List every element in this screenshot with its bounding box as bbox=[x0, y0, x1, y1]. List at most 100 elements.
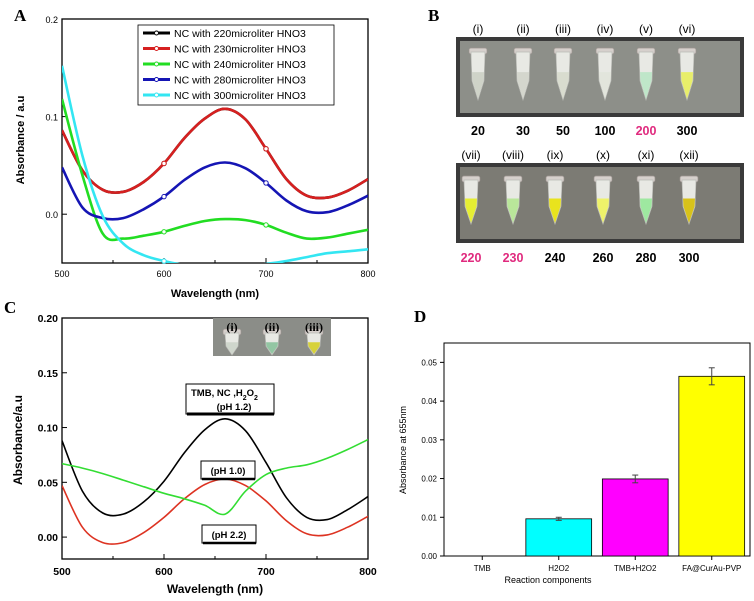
plot-d-xlabel: Reaction components bbox=[504, 575, 592, 585]
series-line-black bbox=[62, 417, 368, 522]
tube-c-numeral: (i) bbox=[226, 320, 237, 334]
ytick-label: 0.03 bbox=[421, 436, 437, 445]
plot-c-ticks: 500 600 700 800 0.00 0.05 0.10 0.15 0.20 bbox=[38, 313, 377, 578]
tube-c bbox=[262, 328, 282, 356]
xtick-label: FA@CurAu-PVP bbox=[682, 564, 741, 573]
tube-b-row1 bbox=[636, 47, 656, 102]
plot-a-ticks: 500 600 700 800 0.0 0.1 0.2 bbox=[45, 15, 375, 279]
ytick-label: 0.20 bbox=[38, 313, 59, 325]
plot-a-legend: NC with 220microliter HNO3 NC with 230mic… bbox=[137, 24, 335, 106]
ytick-label: 0.0 bbox=[45, 210, 58, 220]
legend-label: NC with 280microliter HNO3 bbox=[174, 75, 306, 87]
xtick-label: 600 bbox=[156, 269, 171, 279]
xtick-label: 800 bbox=[359, 566, 377, 578]
tube-value: 30 bbox=[516, 124, 530, 138]
tube-b-row1 bbox=[595, 47, 615, 102]
tube-numeral: (viii) bbox=[502, 148, 524, 162]
ytick-label: 0.02 bbox=[421, 475, 437, 484]
tube-b-row1 bbox=[553, 47, 573, 102]
xtick-label: 800 bbox=[360, 269, 375, 279]
tube-value: 240 bbox=[545, 251, 566, 265]
legend-label: NC with 240microliter HNO3 bbox=[174, 59, 306, 71]
annotation-ph12: (pH 1.2) bbox=[217, 402, 252, 413]
annotation-ph10: (pH 1.0) bbox=[211, 466, 246, 477]
series-line-red bbox=[62, 107, 368, 200]
tube-value: 230 bbox=[503, 251, 524, 265]
ytick-label: 0.10 bbox=[38, 423, 59, 435]
tube-c-numeral: (iii) bbox=[305, 320, 323, 334]
tube-numeral: (iii) bbox=[555, 22, 571, 36]
xtick-label: 700 bbox=[258, 269, 273, 279]
ytick-label: 0.00 bbox=[421, 552, 437, 561]
xtick-label: TMB bbox=[474, 564, 491, 573]
tube-numeral: (i) bbox=[473, 22, 484, 36]
ytick-label: 0.05 bbox=[421, 358, 437, 367]
tube-b-row1 bbox=[677, 47, 697, 102]
legend-label: NC with 230microliter HNO3 bbox=[174, 44, 306, 56]
legend-box bbox=[137, 24, 335, 106]
tube-value: 20 bbox=[471, 124, 485, 138]
ytick-label: 0.2 bbox=[45, 15, 58, 25]
tube-value: 220 bbox=[461, 251, 482, 265]
series-line-cyan bbox=[62, 65, 368, 263]
legend-marker bbox=[154, 61, 159, 67]
tube-value: 200 bbox=[636, 124, 657, 138]
plot-a-xlabel: Wavelength (nm) bbox=[171, 288, 260, 300]
panel-a-label: A bbox=[14, 6, 27, 25]
legend-marker bbox=[154, 46, 159, 51]
plot-a-ylabel: Absorbance / a.u bbox=[15, 96, 27, 185]
annotation-ph22: (pH 2.2) bbox=[212, 530, 247, 541]
tube-numeral: (xi) bbox=[638, 148, 655, 162]
ytick-label: 0.15 bbox=[38, 368, 59, 380]
plot-a-lines bbox=[62, 65, 368, 264]
tube-numeral: (vi) bbox=[679, 22, 696, 36]
series-marker bbox=[263, 146, 269, 152]
bar-h2o2 bbox=[525, 518, 593, 557]
panel-d: D 0.00 0.01 0.02 0.03 0.04 0.05 TMB H2O2 TMB+H2… bbox=[398, 307, 751, 585]
tube-value: 100 bbox=[595, 124, 616, 138]
tube-c bbox=[222, 328, 242, 356]
series-marker bbox=[161, 229, 167, 235]
tube-b-row2 bbox=[636, 175, 656, 226]
ytick-label: 0.00 bbox=[38, 532, 59, 544]
annotation-ph22-box: (pH 2.2) bbox=[201, 524, 257, 545]
tube-value: 50 bbox=[556, 124, 570, 138]
plot-d-ticks: 0.00 0.01 0.02 0.03 0.04 0.05 bbox=[421, 358, 444, 561]
tube-numeral: (ix) bbox=[547, 148, 564, 162]
tube-b-row2 bbox=[503, 175, 523, 226]
series-marker bbox=[161, 160, 167, 167]
ytick-label: 0.1 bbox=[45, 113, 58, 123]
photo-b-tubes bbox=[461, 47, 699, 226]
plot-c-ylabel: Absorbance/a.u bbox=[11, 395, 25, 485]
xtick-label: 500 bbox=[54, 269, 69, 279]
xtick-label: 600 bbox=[155, 566, 173, 578]
series-line-green bbox=[62, 98, 368, 242]
tube-numeral: (x) bbox=[596, 148, 610, 162]
series-line-greenC bbox=[62, 438, 368, 516]
tube-numeral: (ii) bbox=[516, 22, 529, 36]
series-marker bbox=[161, 258, 167, 264]
annotation-tmb-label: TMB, NC ,H2O2 bbox=[191, 388, 258, 402]
ytick-label: 0.04 bbox=[421, 397, 437, 406]
legend-marker bbox=[154, 30, 159, 36]
tube-b-row2 bbox=[461, 175, 481, 226]
legend-label: NC with 300microliter HNO3 bbox=[174, 90, 306, 102]
series-line-black bbox=[62, 107, 368, 200]
xtick-label: H2O2 bbox=[548, 564, 569, 573]
ytick-label: 0.05 bbox=[38, 477, 59, 489]
series-line-blue bbox=[62, 161, 368, 221]
panel-d-label: D bbox=[414, 307, 426, 326]
legend-marker bbox=[154, 92, 159, 98]
panel-c: C 500 600 700 800 0.00 0.05 0.10 0.15 0.20 Wavel… bbox=[4, 298, 377, 596]
plot-d-bars: TMB H2O2 TMB+H2O2 FA@CurAu-PVP bbox=[474, 367, 746, 573]
plot-c-lines bbox=[62, 417, 368, 545]
tube-b-row1 bbox=[468, 47, 488, 102]
xtick-label: TMB+H2O2 bbox=[614, 564, 657, 573]
xtick-label: 700 bbox=[257, 566, 275, 578]
tube-c-numeral: (ii) bbox=[265, 320, 280, 334]
series-marker bbox=[263, 180, 269, 186]
plot-d-ylabel: Absorbance at 655nm bbox=[398, 406, 408, 494]
tube-numeral: (vii) bbox=[461, 148, 480, 162]
tube-numeral: (iv) bbox=[597, 22, 614, 36]
